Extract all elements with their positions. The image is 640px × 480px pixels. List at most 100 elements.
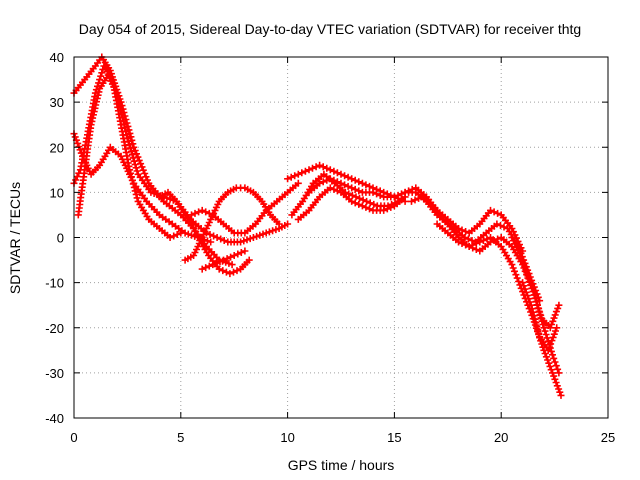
data-point bbox=[461, 234, 469, 241]
data-point bbox=[337, 170, 345, 178]
series-track-7 bbox=[188, 179, 302, 237]
data-point bbox=[223, 255, 231, 263]
data-point bbox=[351, 199, 359, 207]
data-point bbox=[256, 231, 264, 239]
data-point bbox=[547, 347, 555, 355]
data-point bbox=[195, 208, 203, 216]
data-point bbox=[366, 205, 373, 213]
data-point bbox=[509, 237, 517, 245]
data-point bbox=[408, 197, 415, 205]
x-tick-label: 25 bbox=[601, 430, 615, 445]
y-tick-label: -10 bbox=[45, 276, 64, 291]
data-point bbox=[133, 194, 141, 202]
data-point bbox=[535, 329, 543, 337]
data-point bbox=[131, 147, 139, 154]
data-point bbox=[512, 271, 520, 279]
data-point bbox=[316, 161, 324, 169]
data-point bbox=[222, 268, 230, 276]
data-point bbox=[170, 232, 178, 240]
data-point bbox=[465, 243, 473, 250]
data-point bbox=[542, 331, 550, 338]
data-point bbox=[508, 261, 516, 269]
data-point bbox=[219, 267, 227, 275]
data-point bbox=[542, 353, 550, 361]
series-track-17 bbox=[508, 234, 563, 332]
data-point bbox=[490, 208, 498, 216]
data-point bbox=[556, 388, 564, 396]
data-point bbox=[233, 267, 241, 275]
data-point bbox=[497, 222, 504, 229]
data-point bbox=[547, 366, 555, 374]
data-point bbox=[487, 206, 494, 214]
data-point bbox=[189, 224, 197, 232]
data-point bbox=[380, 206, 388, 214]
data-point bbox=[127, 133, 135, 141]
data-point bbox=[544, 346, 552, 354]
data-point bbox=[366, 182, 373, 190]
data-point bbox=[549, 369, 556, 377]
y-tick-label: 0 bbox=[57, 231, 64, 246]
y-axis-label: SDTVAR / TECUs bbox=[7, 182, 23, 294]
data-point bbox=[202, 208, 210, 216]
data-point bbox=[163, 194, 171, 202]
data-point bbox=[77, 149, 85, 157]
data-point bbox=[305, 166, 313, 174]
data-point bbox=[217, 235, 225, 243]
data-point bbox=[462, 241, 470, 249]
data-point bbox=[521, 285, 529, 293]
data-point bbox=[551, 311, 559, 319]
data-point bbox=[97, 72, 105, 80]
data-point bbox=[291, 172, 299, 180]
data-point bbox=[553, 324, 561, 332]
data-point bbox=[476, 238, 484, 246]
data-point bbox=[548, 321, 555, 328]
data-point bbox=[337, 179, 345, 187]
data-point bbox=[226, 270, 234, 278]
data-point bbox=[356, 194, 363, 202]
data-point bbox=[549, 351, 556, 359]
data-point bbox=[209, 261, 217, 269]
data-point bbox=[554, 304, 562, 312]
data-point bbox=[341, 181, 349, 189]
data-point bbox=[138, 163, 146, 171]
data-point bbox=[519, 279, 527, 287]
data-point bbox=[545, 359, 553, 367]
data-point bbox=[147, 188, 155, 196]
data-point bbox=[205, 209, 213, 217]
data-point bbox=[546, 324, 554, 332]
data-point bbox=[330, 167, 338, 175]
data-point bbox=[549, 317, 557, 325]
data-point bbox=[249, 234, 257, 241]
data-point bbox=[541, 327, 549, 335]
data-point bbox=[537, 311, 545, 319]
data-point bbox=[555, 301, 563, 309]
data-point bbox=[550, 354, 558, 362]
data-point bbox=[552, 362, 560, 370]
data-point bbox=[511, 267, 518, 275]
data-point bbox=[363, 197, 371, 205]
data-point bbox=[522, 266, 530, 273]
data-point bbox=[344, 182, 352, 190]
data-point bbox=[220, 256, 227, 264]
data-point bbox=[523, 292, 531, 299]
data-point bbox=[401, 188, 409, 196]
data-point bbox=[98, 69, 106, 77]
data-point bbox=[323, 176, 331, 184]
data-point bbox=[262, 229, 270, 237]
data-point bbox=[513, 274, 521, 282]
data-point bbox=[554, 365, 562, 373]
data-point bbox=[479, 237, 487, 244]
data-point bbox=[191, 209, 199, 217]
data-point bbox=[132, 190, 140, 198]
data-point bbox=[551, 375, 559, 383]
data-point bbox=[552, 327, 559, 335]
chart-title: Day 054 of 2015, Sidereal Day-to-day VTE… bbox=[79, 21, 581, 37]
data-point bbox=[319, 163, 327, 171]
data-point bbox=[234, 250, 242, 258]
data-point bbox=[348, 197, 356, 205]
data-point bbox=[210, 232, 218, 240]
data-point bbox=[527, 281, 535, 289]
data-point bbox=[553, 382, 561, 390]
data-point bbox=[549, 333, 557, 341]
